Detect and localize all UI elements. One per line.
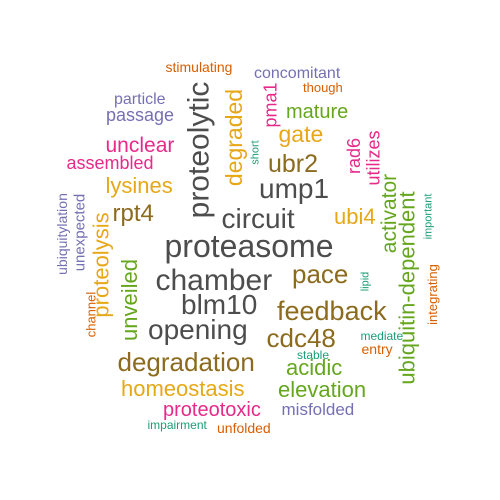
word-unveiled: unveiled	[116, 259, 142, 341]
word-assembled: assembled	[66, 153, 154, 173]
word-proteasome: proteasome	[164, 228, 334, 264]
word-utilizes: utilizes	[363, 130, 384, 186]
word-degraded: degraded	[220, 88, 247, 186]
word-ubr2: ubr2	[268, 149, 319, 178]
word-acidic: acidic	[286, 355, 343, 380]
word-feedback: feedback	[277, 295, 387, 326]
word-impairment: impairment	[147, 418, 207, 432]
word-unclear: unclear	[105, 133, 175, 157]
word-circuit: circuit	[221, 203, 295, 234]
word-passage: passage	[106, 105, 175, 125]
word-though: though	[303, 79, 343, 95]
word-short: short	[249, 139, 262, 165]
word-elevation: elevation	[278, 377, 367, 402]
word-chamber: chamber	[155, 264, 273, 297]
word-unexpected: unexpected	[71, 193, 89, 271]
word-rpt4: rpt4	[112, 200, 154, 227]
word-entry: entry	[361, 341, 393, 357]
word-ubi4: ubi4	[334, 204, 376, 229]
word-proteolytic: proteolytic	[181, 81, 215, 219]
word-stable: stable	[297, 348, 330, 362]
word-pma1: pma1	[260, 82, 281, 128]
word-channel: channel	[83, 291, 99, 337]
word-integrating: integrating	[424, 263, 440, 325]
word-rad6: rad6	[344, 137, 365, 175]
word-important: important	[422, 193, 435, 239]
word-mature: mature	[286, 101, 349, 123]
word-pace: pace	[292, 259, 349, 289]
word-particle: particle	[114, 91, 166, 108]
word-ubiquitylation: ubiquitylation	[53, 193, 70, 275]
word-proteotoxic: proteotoxic	[163, 399, 261, 421]
word-unfolded: unfolded	[217, 420, 271, 436]
word-cdc48: cdc48	[266, 323, 336, 353]
word-gate: gate	[278, 120, 324, 147]
word-mediate: mediate	[360, 329, 404, 343]
word-stimulating: stimulating	[165, 59, 233, 75]
word-misfolded: misfolded	[281, 399, 355, 419]
word-degradation: degradation	[117, 347, 255, 377]
word-lysines: lysines	[105, 173, 173, 198]
word-opening: opening	[148, 314, 248, 345]
word-lipid: lipid	[359, 271, 372, 291]
word-concomitant: concomitant	[254, 65, 341, 82]
word-blm10: blm10	[181, 289, 258, 320]
word-homeostasis: homeostasis	[121, 376, 245, 401]
word-ump1: ump1	[259, 173, 330, 204]
